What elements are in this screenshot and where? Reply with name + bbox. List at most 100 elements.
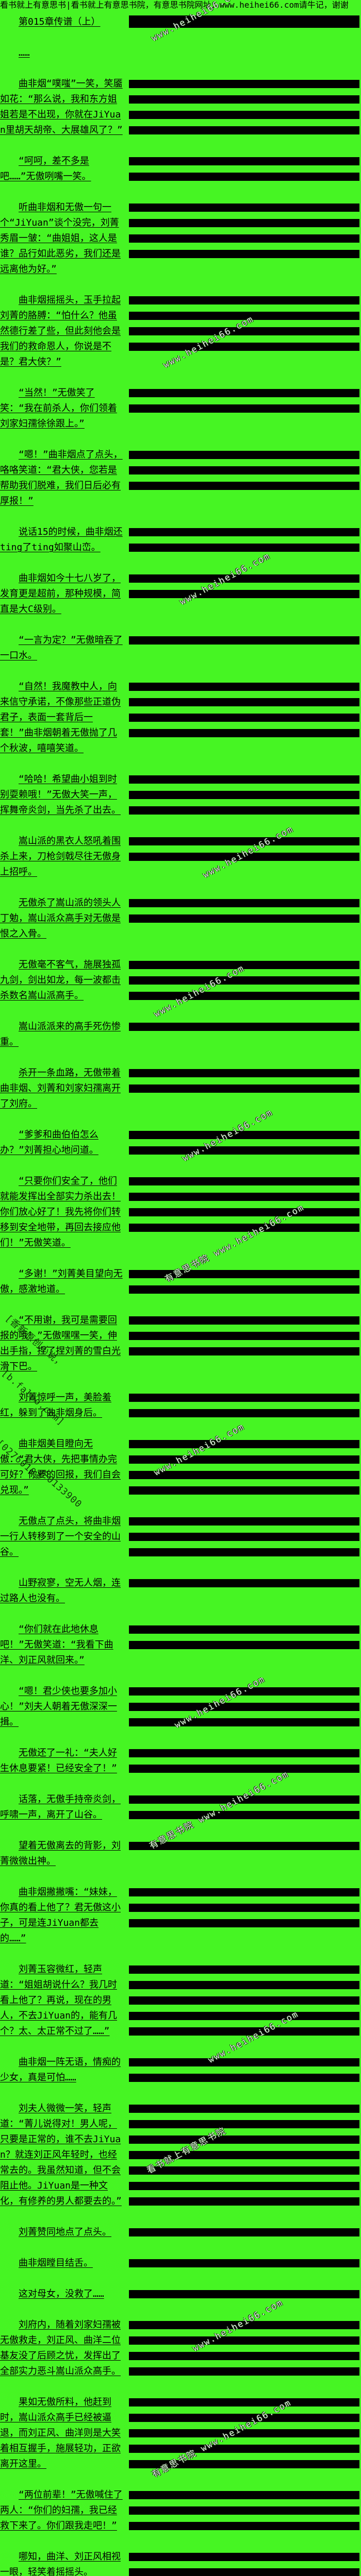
- paragraph-row: 说话15的时候，曲非烟还ting了ting如聚山峦。: [0, 524, 361, 555]
- paragraph-row: 曲非烟瞠目结舌。: [0, 2256, 361, 2271]
- paragraph-text: “哈哈！希望曲小姐到时别耍赖哦！”无傲大笑一声，挥舞帝炎剑，当先杀了出去。: [0, 774, 121, 816]
- paragraph-row: 刘菁玉容微红，轻声道：“姐姐胡说什么？我几时看上他了？再说，现在的男人，不去Ji…: [0, 1962, 361, 2039]
- censor-bars-zone: [129, 293, 361, 370]
- paragraph-text: 这对母女，没救了……: [19, 2289, 104, 2299]
- paragraph-row: “爹爹和曲伯伯怎么办？”刘菁担心地问道。: [0, 1127, 361, 1158]
- censor-bars-zone: [129, 1684, 361, 1730]
- paragraph-row: 话落，无傲手持帝炎剑，呼啸一声，离开了山谷。: [0, 1792, 361, 1823]
- censor-bar-stripes: [129, 1266, 359, 1297]
- censor-bars-zone: [129, 834, 361, 880]
- censor-bars-zone: [129, 1266, 361, 1297]
- paragraph-row: 刘菁赞同地点了点头。: [0, 2225, 361, 2240]
- paragraph-text: 刘菁惊呼一声，美脸羞红，躲到了曲非烟身后。: [0, 1392, 111, 1418]
- censor-bar-stripes: [129, 895, 359, 926]
- paragraph-text: 刘菁玉容微红，轻声道：“姐姐胡说什么？我几时看上他了？再说，现在的男人，不去Ji…: [0, 1964, 118, 2037]
- censor-bar-stripes: [129, 154, 359, 184]
- paragraph-text: ……: [19, 47, 30, 58]
- censor-bars-zone: [129, 2317, 361, 2379]
- censor-bars-zone: [129, 1127, 361, 1158]
- censor-bars-zone: [129, 2487, 361, 2534]
- censor-bars-zone: [129, 571, 361, 617]
- paragraph-row: 望着无傲离去的背影，刘菁微微出神。: [0, 1838, 361, 1869]
- censor-bar-stripes: [129, 633, 359, 648]
- paragraph-row: 曲非烟撇撇嘴：“妹妹，你真的看上他了？君无傲这小子，可是连JiYuan都去的………: [0, 1885, 361, 1946]
- paragraph-text: “嗯！君少侠也要多加小心！”刘夫人朝着无傲深深一揖。: [0, 1686, 117, 1727]
- paragraph-row: 曲非烟一阵无语，情痴的少女，真是可怕……: [0, 2055, 361, 2086]
- censor-bars-zone: [129, 1514, 361, 1560]
- censor-bars-zone: [129, 772, 361, 818]
- paragraph-row: 曲非烟“噗嗤”一笑，笑靥如花：“那么说，我和东方姐姐若是不出现，你就在JiYua…: [0, 76, 361, 138]
- censor-bar-stripes: [129, 1313, 359, 1359]
- censor-bars-zone: [129, 45, 361, 61]
- censor-bar-stripes: [129, 2487, 359, 2534]
- paragraph-text: 曲非烟一阵无语，情痴的少女，真是可怕……: [0, 2057, 121, 2083]
- paragraph-row: 山野寂寥，空无人烟，连过路人也没有。: [0, 1575, 361, 1606]
- paragraph-text: “嗯！”曲非烟点了点头，咯咯笑道：“君大侠，您若是帮助我们脱难，我们日后必有厚报…: [0, 449, 123, 506]
- censor-bar-stripes: [129, 957, 359, 1004]
- paragraph-text: 刘夫人微微一笑，轻声道：“菁儿说得对！男人呢，只要是正常的，谁不去JiYuan？…: [0, 2103, 122, 2207]
- censor-bar-stripes: [129, 1962, 359, 2039]
- censor-bar-stripes: [129, 1019, 359, 1035]
- site-notice-header: 看书就上有意思书|看书就上有意思书院，有意思书院网址：www.heihei66.…: [0, 0, 349, 10]
- paragraph-text: 曲非烟“噗嗤”一笑，笑靥如花：“那么说，我和东方姐姐若是不出现，你就在JiYua…: [0, 78, 123, 135]
- censor-bars-zone: [129, 1962, 361, 2039]
- paragraph-row: “多谢！”刘菁美目望向无傲，感激地道。: [0, 1266, 361, 1297]
- paragraph-row: “自然！我魔教中人，向来信守承诺，不像那些正道伪君子，表面一套背后一套！”曲非烟…: [0, 679, 361, 756]
- censor-bars-zone: [129, 1313, 361, 1375]
- censor-bars-zone: [129, 1885, 361, 1946]
- paragraph-text: 说话15的时候，曲非烟还ting了ting如聚山峦。: [0, 527, 123, 553]
- paragraph-row: “哈哈！希望曲小姐到时别耍赖哦！”无傲大笑一声，挥舞帝炎剑，当先杀了出去。: [0, 772, 361, 818]
- censor-bar-stripes: [129, 1885, 359, 1931]
- paragraph-row: 嵩山派的黑衣人怒吼着围杀上来，刀枪剑戟尽往无傲身上招呼。: [0, 834, 361, 880]
- paragraph-text: “自然！我魔教中人，向来信守承诺，不像那些正道伪君子，表面一套背后一套！”曲非烟…: [0, 681, 121, 754]
- censor-bars-zone: [129, 1575, 361, 1606]
- paragraph-row: 无傲杀了嵩山派的领头人丁勉，嵩山派众高手对无傲是恨之入骨。: [0, 895, 361, 942]
- paragraph-text: “你们就在此地休息吧！”无傲笑道：“我看下曲洋、刘正风就回来。”: [0, 1624, 113, 1666]
- censor-bar-stripes: [129, 2256, 359, 2271]
- censor-bar: [129, 15, 359, 28]
- censor-bar-stripes: [129, 76, 359, 138]
- paragraph-row: 无傲点了点头，将曲非烟一行人转移到了一个安全的山谷。: [0, 1514, 361, 1560]
- censor-bars-zone: [129, 2549, 361, 2576]
- censor-bars-zone: [129, 524, 361, 555]
- censor-bar-stripes: [129, 1065, 359, 1096]
- censor-bars-zone: [129, 200, 361, 277]
- paragraph-row: 曲非烟美目瞪向无傲：“君大侠，先把事情办完可好？你要的回报，我们自会兑现。”: [0, 1436, 361, 1498]
- paragraph-row: “当然！”无傲笑了笑：“我在前杀人，你们领着刘家妇孺徐徐跟上。”: [0, 385, 361, 432]
- censor-bar-stripes: [129, 293, 359, 354]
- censor-bars-zone: [129, 957, 361, 1004]
- paragraph-text: 嵩山派派来的高手死伤惨重。: [0, 1021, 121, 1047]
- paragraph-text: 刘府内，随着刘家妇孺被无傲救走，刘正风、曲洋二位基友没了后顾之忧，发挥出了全部实…: [0, 2319, 121, 2377]
- censor-bars-zone: [129, 2101, 361, 2209]
- paragraph-text: 无傲还了一礼：“夫人好生休息要紧！已经安全了！”: [0, 1748, 117, 1774]
- censor-bar-stripes: [129, 447, 359, 494]
- censor-bars-zone: [129, 633, 361, 664]
- paragraph-row: “呵呵，差不多是吧……”无傲咧嘴一笑。: [0, 154, 361, 184]
- censor-bars-zone: [129, 14, 361, 30]
- censor-bars-zone: [129, 1436, 361, 1498]
- censor-bar-stripes: [129, 679, 359, 741]
- paragraph-text: 曲非烟摇摇头，玉手拉起刘菁的胳膊：“怕什么？他虽然德行差了些，但此刻他会是我们的…: [0, 295, 121, 367]
- censor-bar-stripes: [129, 2101, 359, 2209]
- paragraph-text: “不用谢，我可是需要回报的哦！”无傲嘿嘿一笑，伸出手指，捏了捏刘菁的雪白光滑下巴…: [0, 1315, 121, 1372]
- chapter-title: 第015章传谱（上）: [19, 16, 101, 27]
- paragraph-row: 这对母女，没救了……: [0, 2286, 361, 2302]
- paragraph-row: 哪知，曲洋、刘正风相视一眼，轻笑着摇摇头。: [0, 2549, 361, 2576]
- paragraph-row: 听曲非烟和无傲一句一个“JiYuan”谈个没完，刘菁秀眉一皱：“曲姐姐，这人是谁…: [0, 200, 361, 277]
- paragraph-row: “不用谢，我可是需要回报的哦！”无傲嘿嘿一笑，伸出手指，捏了捏刘菁的雪白光滑下巴…: [0, 1313, 361, 1375]
- censor-bar-stripes: [129, 1745, 359, 1776]
- paragraph-row: 刘菁惊呼一声，美脸羞红，躲到了曲非烟身后。: [0, 1390, 361, 1421]
- censor-bar-stripes: [129, 772, 359, 818]
- paragraph-row: 曲非烟摇摇头，玉手拉起刘菁的胳膊：“怕什么？他虽然德行差了些，但此刻他会是我们的…: [0, 293, 361, 370]
- censor-bar-stripes: [129, 385, 359, 416]
- censor-bar-stripes: [129, 1174, 359, 1235]
- chapter-content: 第015章传谱（上） …… 曲非烟“噗嗤”一笑，笑靥如花：“那么说，我和东方姐姐若是…: [0, 14, 361, 2576]
- paragraph-text: 刘菁赞同地点了点头。: [19, 2227, 111, 2238]
- paragraph-row: 刘府内，随着刘家妇孺被无傲救走，刘正风、曲洋二位基友没了后顾之忧，发挥出了全部实…: [0, 2317, 361, 2379]
- paragraph-text: “呵呵，差不多是吧……”无傲咧嘴一笑。: [0, 156, 91, 182]
- paragraph-text: 曲非烟美目瞪向无傲：“君大侠，先把事情办完可好？你要的回报，我们自会兑现。”: [0, 1438, 121, 1496]
- paragraph-row: 无傲毫不客气，施展独孤九剑，剑出如龙，每一波都击杀数名嵩山派高手。: [0, 957, 361, 1004]
- censor-bar-stripes: [129, 1838, 359, 1854]
- paragraph-text: 无傲毫不客气，施展独孤九剑，剑出如龙，每一波都击杀数名嵩山派高手。: [0, 959, 121, 1001]
